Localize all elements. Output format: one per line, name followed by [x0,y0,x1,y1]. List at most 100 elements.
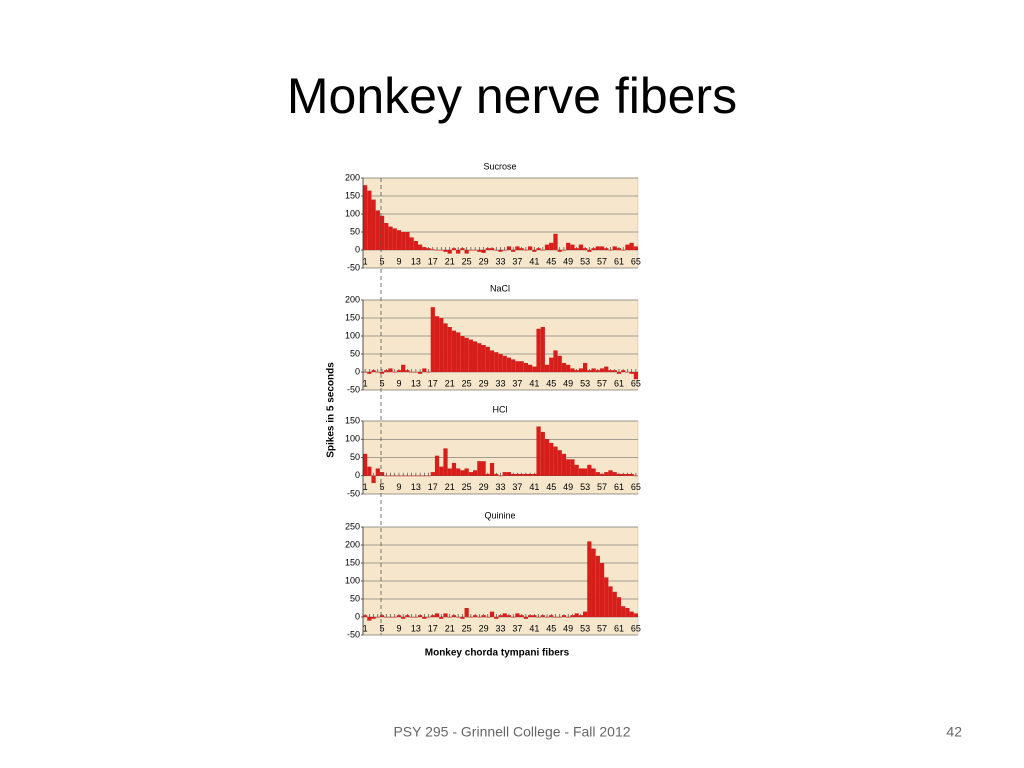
bar [375,468,380,476]
bar [392,617,397,618]
bar [625,473,630,476]
bar [489,350,495,372]
bar [583,468,588,476]
bar [392,372,397,373]
bar [447,617,452,618]
x-tick-label: 53 [580,378,590,388]
bar [396,475,402,477]
bar [612,591,617,617]
bar [587,464,592,476]
y-tick-label: 150 [345,557,360,567]
x-tick-label: 29 [479,256,489,266]
bar [363,372,368,373]
x-tick-label: 65 [631,378,641,388]
bar [464,608,469,617]
bar [578,368,583,372]
bar [621,473,626,476]
bar [511,473,516,476]
x-tick-label: 37 [512,623,522,633]
x-tick-label: 61 [614,482,624,492]
x-tick-label: 13 [411,623,421,633]
bar [612,246,617,250]
bar [621,606,626,617]
x-tick-label: 37 [512,378,522,388]
bar [540,327,545,372]
bar [523,250,528,251]
bar [456,468,461,476]
bar [401,475,406,477]
bar [401,364,406,372]
bar [409,372,414,373]
bar [544,439,550,476]
bar [443,250,448,252]
bar [540,431,545,476]
bar [392,475,397,477]
bar [528,473,533,476]
x-tick-label: 9 [396,256,401,266]
bar [536,426,541,476]
bar [532,366,537,372]
bar [464,250,469,254]
bar [583,248,588,250]
bar [633,475,638,477]
bar [616,248,622,250]
x-tick-label: 25 [462,256,472,266]
bar [519,248,524,250]
bar [506,615,512,617]
bar [621,370,626,372]
x-tick-label: 25 [462,378,472,388]
bar [413,475,418,477]
bar [583,611,588,617]
bar [468,617,473,618]
x-tick-label: 9 [396,482,401,492]
bar [549,242,554,250]
bar [460,470,465,476]
bar [494,250,499,251]
bar [621,250,626,251]
bar [511,359,516,372]
bar [544,244,550,250]
bar [388,475,393,477]
x-tick-label: 37 [512,256,522,266]
bar [604,366,609,372]
bar [591,548,596,617]
bar [498,354,503,372]
bar [553,617,558,618]
bar [426,617,431,618]
x-tick-label: 57 [597,482,607,492]
bar [418,615,423,617]
page-number: 42 [946,724,962,740]
bar [599,473,605,476]
bar [451,330,457,372]
bar [384,617,389,618]
bar [371,199,376,250]
bar [422,475,427,477]
bar [489,248,495,250]
bar [532,615,537,617]
x-tick-label: 53 [580,482,590,492]
bar [443,323,448,372]
bar [473,341,478,372]
bar [468,472,473,476]
bar [616,597,622,617]
x-tick-label: 57 [597,256,607,266]
bar [578,615,583,617]
bar [536,248,541,250]
bar [409,617,414,618]
y-tick-label: 0 [355,611,360,621]
bar [566,242,571,250]
x-tick-label: 21 [445,256,455,266]
bar [557,617,562,618]
y-tick-label: 150 [345,415,360,425]
bar [587,370,592,372]
bar [485,473,490,476]
bar [591,248,596,250]
bar [481,250,486,253]
x-tick-label: 49 [563,256,573,266]
bar [629,473,634,476]
bar [587,541,592,617]
x-tick-label: 5 [380,378,385,388]
x-tick-label: 61 [614,256,624,266]
bar [460,336,465,372]
x-tick-label: 65 [631,256,641,266]
